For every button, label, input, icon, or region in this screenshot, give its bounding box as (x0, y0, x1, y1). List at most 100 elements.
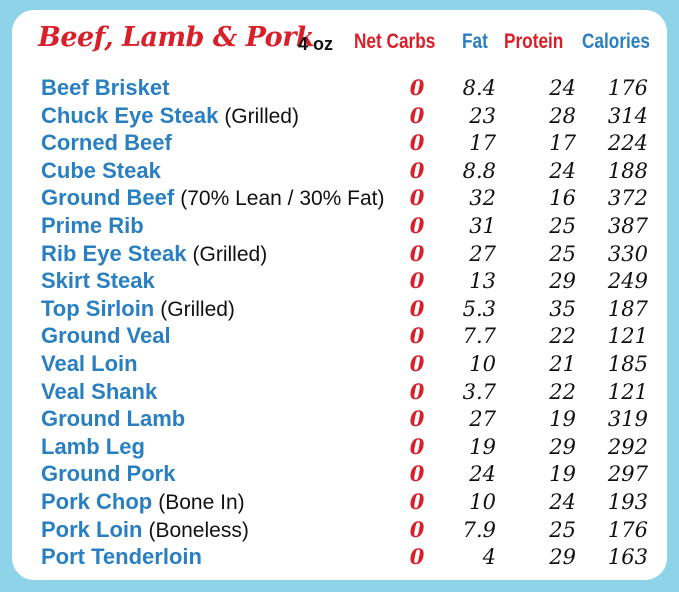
fat-value: 10 (469, 489, 496, 514)
calories-value: 372 (607, 186, 648, 211)
fat-value: 5.3 (462, 296, 496, 321)
column-header-calories: Calories (582, 30, 650, 53)
net-carbs-value: 0 (409, 240, 425, 266)
table-row: Ground Beef (70% Lean / 30% Fat) 0 32 16 372 (12, 184, 667, 212)
calories-value: 163 (607, 545, 648, 570)
net-carbs-value: 0 (409, 378, 425, 404)
protein-value: 24 (549, 76, 576, 100)
table-row: Pork Loin (Boneless) 0 7.9 25 176 (12, 516, 667, 544)
net-carbs-value: 0 (409, 516, 425, 542)
calories-value: 297 (607, 462, 648, 487)
page-title: Beef, Lamb & Pork (38, 22, 315, 53)
net-carbs-value: 0 (409, 406, 425, 432)
table-row: Pork Chop (Bone In) 0 10 24 193 (12, 488, 667, 516)
fat-value: 7.7 (462, 324, 496, 349)
protein-value: 22 (549, 379, 576, 404)
food-name: Veal Shank (41, 378, 158, 404)
food-name: Prime Rib (41, 212, 144, 238)
food-preparation-note: (Grilled) (192, 242, 268, 266)
protein-value: 16 (549, 186, 576, 211)
food-name: Ground Veal (41, 323, 171, 349)
net-carbs-value: 0 (409, 130, 425, 156)
calories-value: 121 (607, 324, 648, 349)
protein-value: 29 (549, 545, 576, 570)
calories-value: 249 (607, 269, 648, 294)
food-name-cell: Ground Veal (41, 323, 171, 349)
table-row: Cube Steak 0 8.8 24 188 (12, 157, 667, 185)
table-row: Chuck Eye Steak (Grilled) 0 23 28 314 (12, 102, 667, 130)
table-row: Port Tenderloin 0 4 29 163 (12, 543, 667, 571)
fat-value: 17 (469, 131, 496, 156)
food-name: Top Sirloin (41, 295, 155, 321)
food-name-cell: Chuck Eye Steak (Grilled) (41, 103, 299, 130)
calories-value: 188 (607, 158, 648, 183)
table-row: Prime Rib 0 31 25 387 (12, 212, 667, 240)
net-carbs-value: 0 (409, 102, 425, 128)
fat-value: 19 (469, 434, 496, 459)
protein-value: 25 (549, 241, 576, 266)
calories-value: 185 (607, 351, 648, 376)
food-name: Ground Pork (41, 461, 176, 487)
table-row: Veal Shank 0 3.7 22 121 (12, 378, 667, 406)
calories-value: 314 (607, 103, 648, 128)
calories-value: 387 (607, 213, 648, 238)
fat-value: 24 (469, 462, 496, 487)
food-name-cell: Pork Loin (Boneless) (41, 517, 249, 544)
column-header-net-carbs: Net Carbs (354, 30, 436, 53)
column-header-fat: Fat (462, 30, 488, 53)
net-carbs-value: 0 (409, 157, 425, 183)
food-name-cell: Skirt Steak (41, 268, 155, 294)
table-row: Corned Beef 0 17 17 224 (12, 129, 667, 157)
net-carbs-value: 0 (409, 212, 425, 238)
serving-unit: 4 oz (298, 34, 334, 54)
food-name: Pork Loin (41, 516, 143, 542)
food-name-cell: Cube Steak (41, 158, 161, 184)
fat-value: 10 (469, 351, 496, 376)
protein-value: 25 (549, 213, 576, 238)
net-carbs-value: 0 (409, 350, 425, 376)
food-name: Corned Beef (41, 130, 172, 156)
protein-value: 19 (549, 462, 576, 487)
fat-value: 3.7 (462, 379, 496, 404)
food-name: Rib Eye Steak (41, 240, 187, 266)
food-name-cell: Prime Rib (41, 213, 144, 239)
food-name-cell: Pork Chop (Bone In) (41, 489, 245, 516)
food-preparation-note: (Grilled) (224, 104, 299, 128)
calories-value: 121 (607, 379, 648, 404)
net-carbs-value: 0 (409, 323, 425, 349)
protein-value: 24 (549, 489, 576, 514)
protein-value: 29 (549, 434, 576, 459)
nutrition-card: Beef, Lamb & Pork 4 oz Net Carbs Fat Pro… (12, 10, 667, 580)
fat-value: 13 (469, 269, 496, 294)
net-carbs-value: 0 (409, 433, 425, 459)
food-name-cell: Top Sirloin (Grilled) (41, 296, 235, 323)
calories-value: 193 (607, 489, 648, 514)
fat-value: 27 (469, 241, 496, 266)
fat-value: 8.8 (462, 158, 496, 183)
food-name: Beef Brisket (41, 75, 170, 100)
food-name-cell: Lamb Leg (41, 434, 145, 460)
food-preparation-note: (Grilled) (160, 297, 235, 321)
calories-value: 330 (607, 241, 648, 266)
net-carbs-value: 0 (409, 185, 425, 211)
fat-value: 23 (469, 103, 496, 128)
food-name-cell: Veal Shank (41, 379, 157, 405)
table-row: Lamb Leg 0 19 29 292 (12, 433, 667, 461)
table-header: Beef, Lamb & Pork 4 oz Net Carbs Fat Pro… (12, 10, 667, 68)
protein-value: 22 (549, 324, 576, 349)
food-preparation-note: (70% Lean / 30% Fat) (180, 187, 385, 211)
food-name-cell: Corned Beef (41, 130, 172, 156)
calories-value: 319 (607, 407, 648, 432)
fat-value: 7.9 (462, 517, 496, 542)
net-carbs-value: 0 (409, 268, 425, 294)
table-row: Top Sirloin (Grilled) 0 5.3 35 187 (12, 295, 667, 323)
fat-value: 32 (469, 186, 496, 211)
net-carbs-value: 0 (409, 488, 425, 514)
protein-value: 25 (549, 517, 576, 542)
protein-value: 28 (549, 103, 576, 128)
food-name-cell: Veal Loin (41, 351, 138, 377)
food-name: Ground Beef (41, 185, 175, 211)
protein-value: 21 (549, 351, 576, 376)
protein-value: 17 (549, 131, 576, 156)
table-row: Rib Eye Steak (Grilled) 0 27 25 330 (12, 240, 667, 268)
